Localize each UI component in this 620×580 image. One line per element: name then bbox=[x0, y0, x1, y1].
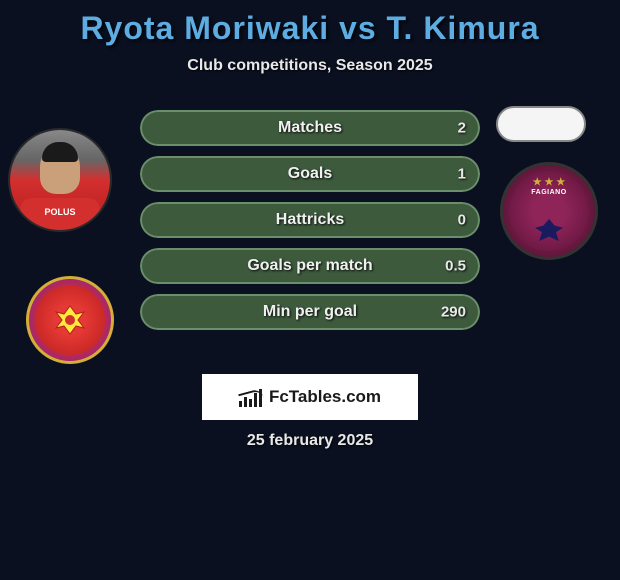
player-right-placeholder bbox=[496, 106, 586, 142]
comparison-infographic: Ryota Moriwaki vs T. Kimura Club competi… bbox=[0, 0, 620, 370]
phoenix-icon bbox=[50, 300, 90, 340]
star-icon: ★ ★ ★ bbox=[533, 177, 565, 188]
chart-icon bbox=[239, 387, 263, 407]
page-title: Ryota Moriwaki vs T. Kimura bbox=[0, 10, 620, 47]
player-left-photo: POLUS bbox=[8, 128, 112, 232]
main-area: POLUS ★ ★ ★ FAGIANO Matches 2 Goals 1 Hattri… bbox=[0, 110, 620, 370]
brand-logo: FcTables.com bbox=[239, 387, 381, 407]
stat-bar: Goals per match 0.5 bbox=[140, 248, 480, 284]
bar-value-right: 0.5 bbox=[445, 258, 466, 275]
brand-box: FcTables.com bbox=[202, 374, 418, 420]
bar-value-right: 0 bbox=[458, 212, 466, 229]
stat-bar: Matches 2 bbox=[140, 110, 480, 146]
bar-label: Goals per match bbox=[247, 257, 372, 275]
stats-bars: Matches 2 Goals 1 Hattricks 0 Goals per match 0… bbox=[140, 110, 480, 340]
bar-value-right: 1 bbox=[458, 166, 466, 183]
bar-value-right: 2 bbox=[458, 120, 466, 137]
stat-bar: Goals 1 bbox=[140, 156, 480, 192]
stat-bar: Hattricks 0 bbox=[140, 202, 480, 238]
date-text: 25 february 2025 bbox=[247, 432, 373, 450]
brand-text: FcTables.com bbox=[269, 387, 381, 407]
player-photo-placeholder: POLUS bbox=[10, 130, 110, 230]
stat-bar: Min per goal 290 bbox=[140, 294, 480, 330]
club-left-badge bbox=[26, 276, 114, 364]
bar-label: Hattricks bbox=[276, 211, 344, 229]
subtitle: Club competitions, Season 2025 bbox=[0, 57, 620, 75]
bar-value-right: 290 bbox=[441, 304, 466, 321]
bar-label: Min per goal bbox=[263, 303, 357, 321]
bar-label: Matches bbox=[278, 119, 342, 137]
club-right-badge: ★ ★ ★ FAGIANO bbox=[500, 162, 598, 260]
bar-label: Goals bbox=[288, 165, 332, 183]
jersey-text: POLUS bbox=[20, 198, 100, 230]
fagiano-label: FAGIANO bbox=[509, 189, 589, 196]
pheasant-icon bbox=[535, 219, 563, 241]
kyoto-sanga-crest bbox=[35, 285, 105, 355]
fagiano-crest: ★ ★ ★ FAGIANO bbox=[509, 171, 589, 251]
